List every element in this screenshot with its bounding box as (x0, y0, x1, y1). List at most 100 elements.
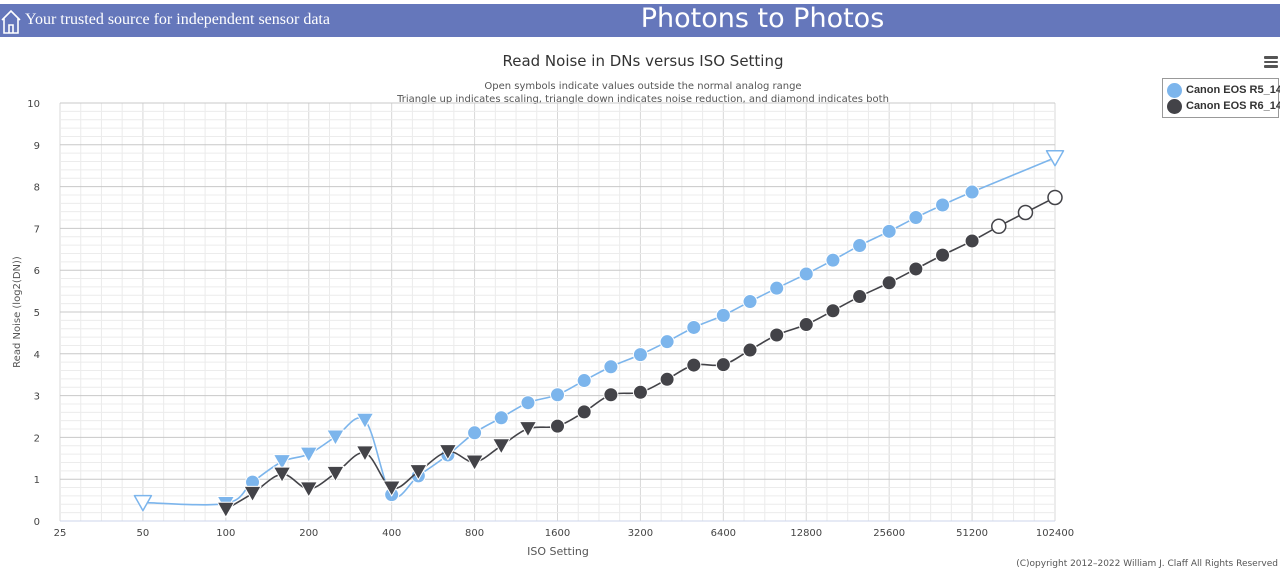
data-point-canon-eos-r6-14[interactable] (273, 466, 292, 483)
x-tick-label: 800 (465, 528, 484, 539)
data-point-canon-eos-r5-14[interactable] (550, 387, 565, 403)
data-point-canon-eos-r5-14[interactable] (798, 266, 814, 282)
x-tick-label: 25600 (873, 528, 905, 539)
data-point-canon-eos-r5-14[interactable] (133, 494, 153, 512)
data-point-canon-eos-r6-14[interactable] (715, 357, 731, 373)
legend-marker-icon (1167, 82, 1182, 98)
data-point-canon-eos-r5-14[interactable] (520, 395, 536, 411)
data-point-canon-eos-r6-14[interactable] (1017, 204, 1034, 221)
chart-subtitle: Open symbols indicate values outside the… (484, 81, 801, 92)
chart-menu-icon[interactable] (1264, 56, 1278, 68)
site-tagline: Your trusted source for independent sens… (25, 11, 330, 28)
site-banner: Your trusted source for independent sens… (0, 3, 1280, 37)
y-tick-label: 5 (34, 308, 40, 319)
chart-title: Read Noise in DNs versus ISO Setting (502, 52, 783, 70)
chart: Read Noise in DNs versus ISO Setting Ope… (12, 52, 1074, 558)
data-point-canon-eos-r6-14[interactable] (409, 464, 428, 481)
data-point-canon-eos-r5-14[interactable] (467, 425, 483, 441)
data-point-canon-eos-r6-14[interactable] (576, 404, 592, 420)
data-point-canon-eos-r6-14[interactable] (632, 384, 648, 400)
data-point-canon-eos-r6-14[interactable] (659, 371, 675, 387)
data-point-canon-eos-r6-14[interactable] (825, 303, 841, 319)
y-tick-label: 10 (27, 99, 40, 110)
y-tick-label: 2 (34, 433, 40, 444)
data-point-canon-eos-r6-14[interactable] (438, 444, 457, 461)
data-point-canon-eos-r5-14[interactable] (964, 184, 980, 200)
data-point-canon-eos-r6-14[interactable] (852, 289, 868, 305)
data-point-canon-eos-r5-14[interactable] (825, 252, 841, 268)
y-tick-label: 6 (34, 266, 40, 277)
data-point-canon-eos-r5-14[interactable] (273, 454, 292, 471)
home-icon[interactable] (0, 6, 22, 34)
x-tick-label: 400 (382, 528, 401, 539)
y-tick-label: 3 (34, 392, 40, 403)
x-tick-label: 102400 (1036, 528, 1074, 539)
data-point-canon-eos-r6-14[interactable] (603, 387, 619, 403)
data-point-canon-eos-r6-14[interactable] (881, 275, 897, 291)
x-tick-label: 100 (216, 528, 235, 539)
x-tick-label: 6400 (711, 528, 736, 539)
legend-item-r6[interactable]: Canon EOS R6_14 (1167, 98, 1280, 114)
data-point-canon-eos-r5-14[interactable] (493, 410, 509, 426)
data-point-canon-eos-r5-14[interactable] (299, 446, 318, 463)
data-point-canon-eos-r5-14[interactable] (769, 280, 785, 296)
data-point-canon-eos-r6-14[interactable] (686, 357, 702, 373)
x-tick-label: 25 (54, 528, 67, 539)
data-point-canon-eos-r6-14[interactable] (769, 327, 785, 343)
x-axis-title: ISO Setting (527, 545, 589, 558)
data-point-canon-eos-r5-14[interactable] (742, 294, 758, 310)
chart-grid (59, 102, 1056, 522)
data-point-canon-eos-r6-14[interactable] (991, 218, 1007, 235)
data-point-canon-eos-r5-14[interactable] (686, 319, 702, 335)
data-point-canon-eos-r5-14[interactable] (355, 412, 374, 429)
data-point-canon-eos-r6-14[interactable] (518, 421, 537, 438)
chart-legend: Canon EOS R5_14 Canon EOS R6_14 (1162, 78, 1280, 118)
y-tick-label: 0 (34, 517, 40, 528)
data-point-canon-eos-r5-14[interactable] (881, 223, 897, 239)
x-tick-label: 50 (137, 528, 150, 539)
data-point-canon-eos-r5-14[interactable] (576, 373, 592, 389)
y-tick-label: 1 (34, 475, 40, 486)
data-point-canon-eos-r5-14[interactable] (659, 334, 675, 350)
legend-item-r5[interactable]: Canon EOS R5_14 (1167, 82, 1280, 98)
data-point-canon-eos-r6-14[interactable] (382, 480, 401, 497)
legend-label: Canon EOS R5_14 (1186, 84, 1280, 96)
y-tick-label: 7 (34, 224, 40, 235)
data-point-canon-eos-r6-14[interactable] (492, 438, 511, 455)
data-point-canon-eos-r5-14[interactable] (852, 238, 868, 254)
data-point-canon-eos-r6-14[interactable] (550, 418, 565, 434)
y-tick-label: 4 (34, 350, 40, 361)
data-point-canon-eos-r6-14[interactable] (355, 445, 374, 462)
copyright-notice: (C)opyright 2012–2022 William J. Claff A… (1016, 559, 1278, 569)
y-axis-title: Read Noise (log2(DN)) (12, 256, 23, 368)
data-point-canon-eos-r6-14[interactable] (742, 342, 758, 358)
data-point-canon-eos-r5-14[interactable] (908, 210, 924, 226)
data-point-canon-eos-r5-14[interactable] (935, 197, 951, 213)
data-point-canon-eos-r6-14[interactable] (326, 465, 345, 482)
chart-subtitle: Triangle up indicates scaling, triangle … (396, 94, 889, 105)
data-point-canon-eos-r6-14[interactable] (216, 501, 235, 518)
data-point-canon-eos-r5-14[interactable] (715, 307, 731, 323)
legend-label: Canon EOS R6_14 (1186, 100, 1280, 112)
data-point-canon-eos-r6-14[interactable] (798, 317, 814, 333)
x-tick-label: 12800 (790, 528, 822, 539)
data-point-canon-eos-r6-14[interactable] (964, 233, 980, 249)
x-tick-label: 1600 (545, 528, 570, 539)
data-point-canon-eos-r6-14[interactable] (299, 481, 318, 498)
data-point-canon-eos-r5-14[interactable] (1045, 150, 1065, 167)
y-tick-label: 8 (34, 183, 40, 194)
data-point-canon-eos-r5-14[interactable] (603, 359, 619, 375)
data-point-canon-eos-r6-14[interactable] (908, 261, 924, 277)
data-point-canon-eos-r6-14[interactable] (465, 454, 484, 471)
data-point-canon-eos-r6-14[interactable] (935, 247, 951, 263)
legend-marker-icon (1167, 98, 1182, 114)
data-point-canon-eos-r6-14[interactable] (243, 485, 262, 502)
chart-series (133, 150, 1065, 518)
x-tick-label: 3200 (628, 528, 653, 539)
x-tick-label: 200 (299, 528, 318, 539)
x-tick-label: 51200 (956, 528, 988, 539)
y-tick-label: 9 (34, 141, 40, 152)
data-point-canon-eos-r6-14[interactable] (1047, 189, 1063, 206)
data-point-canon-eos-r5-14[interactable] (632, 347, 648, 363)
data-point-canon-eos-r5-14[interactable] (326, 429, 345, 446)
